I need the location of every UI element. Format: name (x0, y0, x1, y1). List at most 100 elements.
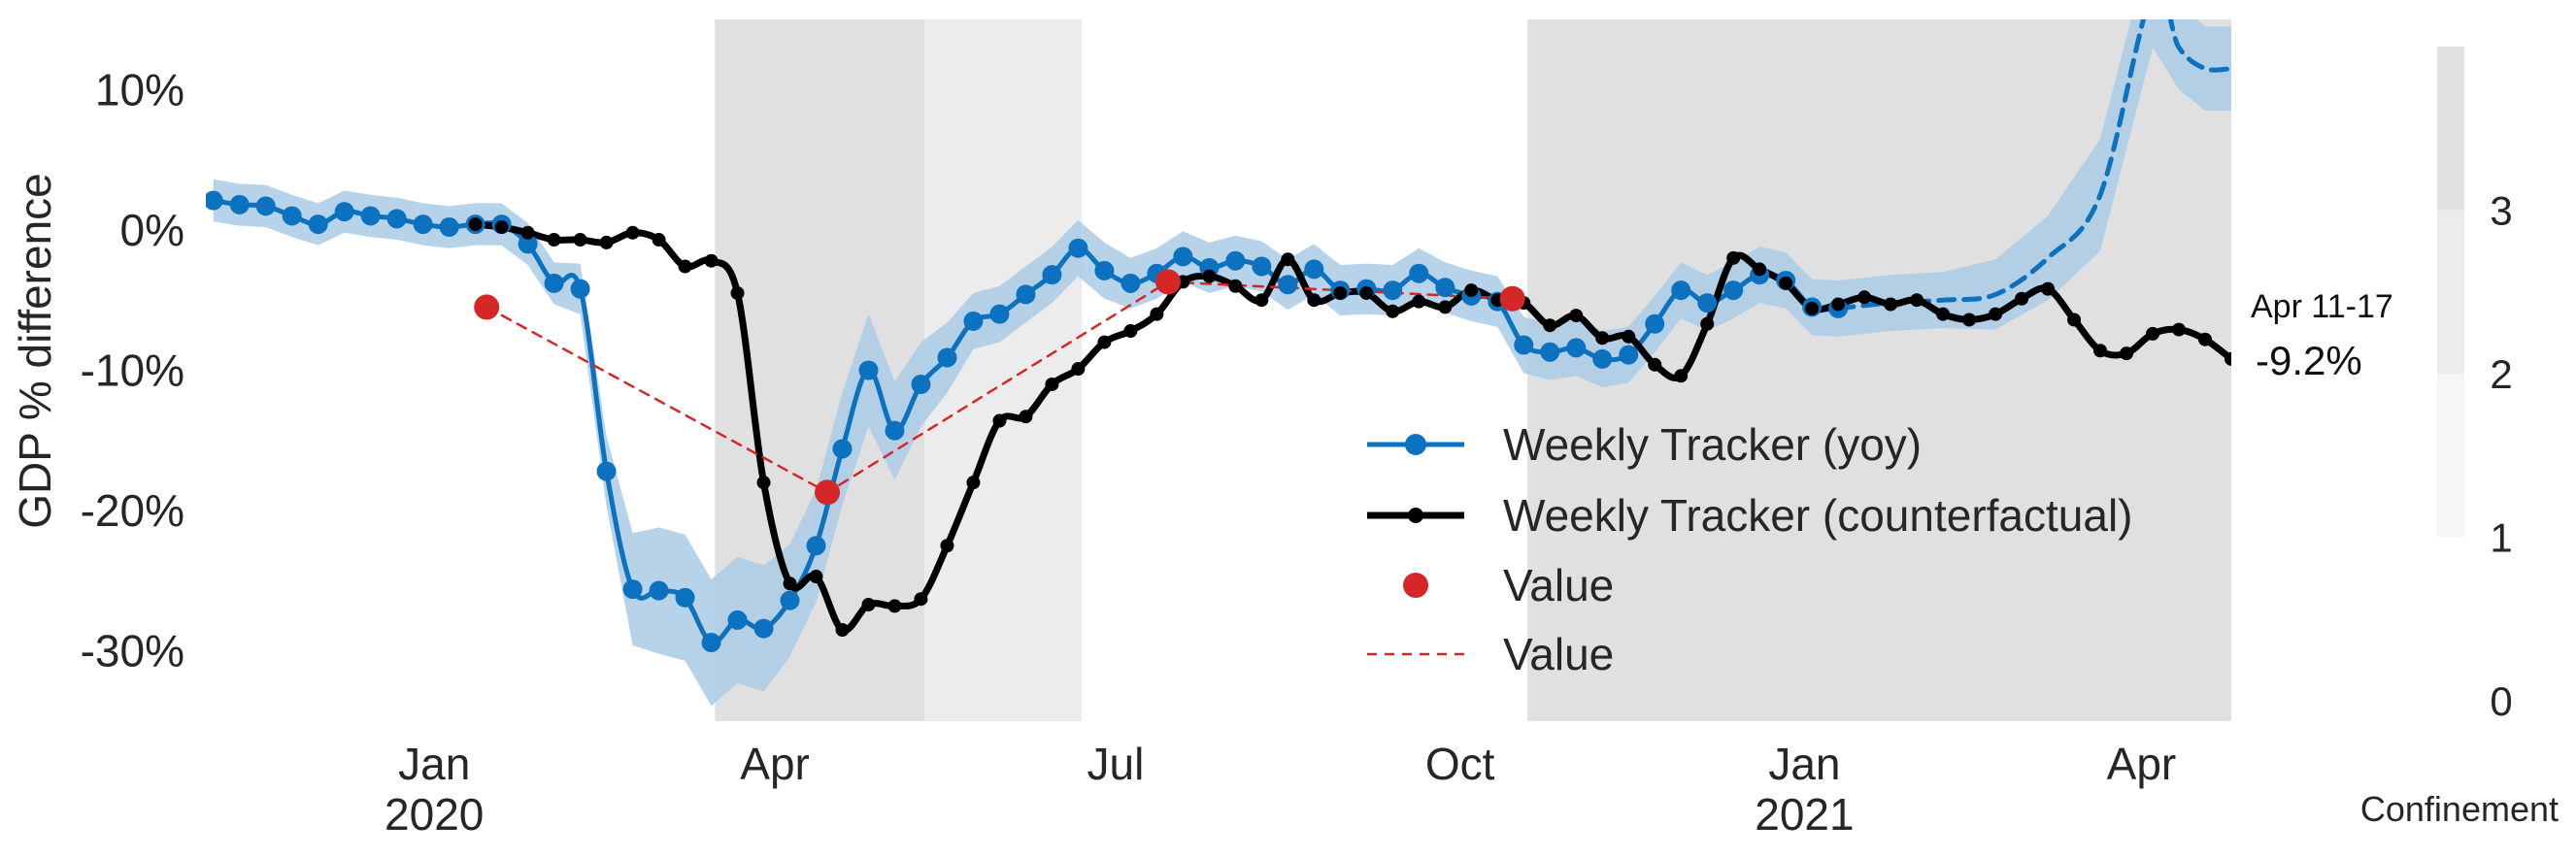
cf-point-36 (1412, 294, 1426, 309)
yoy-point-0 (206, 190, 223, 211)
legend-value-dot (1403, 573, 1428, 598)
cf-point-34 (1359, 285, 1374, 300)
yoy-point-21 (753, 618, 774, 639)
value-point-3 (1499, 285, 1525, 312)
colorbar-tick-0: 0 (2490, 678, 2512, 724)
yoy-point-4 (308, 214, 328, 235)
cf-point-60 (2041, 281, 2056, 296)
yoy-point-45 (1383, 280, 1403, 301)
yoy-point-53 (1592, 348, 1613, 369)
yoy-point-41 (1278, 275, 1298, 295)
cf-point-10 (730, 285, 745, 300)
legend-label-2: Value (1503, 560, 1614, 610)
band-series-0 (213, 179, 1839, 707)
yoy-point-46 (1409, 263, 1429, 283)
colorbar-level-1 (2437, 210, 2464, 374)
confinement-shading (715, 19, 2231, 721)
y-axis-label: GDP % difference (10, 173, 60, 529)
yoy-point-51 (1540, 342, 1560, 362)
annotation-date: Apr 11-17 (2251, 288, 2393, 325)
yoy-point-31 (1016, 284, 1036, 305)
cf-point-38 (1464, 283, 1479, 298)
yoy-point-18 (675, 587, 695, 608)
x-tick-label-2: Jul (1087, 739, 1145, 789)
legend-label-3: Value (1503, 629, 1614, 679)
yoy-point-40 (1252, 256, 1272, 277)
yoy-point-13 (544, 273, 564, 293)
x-tick-label-5: Apr (2107, 739, 2177, 789)
cf-point-14 (835, 623, 850, 638)
cf-point-41 (1543, 318, 1557, 333)
cf-point-67 (2225, 351, 2231, 366)
cf-point-44 (1622, 329, 1636, 344)
cf-point-16 (887, 599, 902, 613)
cf-point-9 (704, 253, 719, 268)
cf-point-53 (1857, 290, 1872, 305)
yoy-point-20 (727, 610, 748, 630)
cf-point-47 (1700, 316, 1715, 331)
yoy-point-50 (1514, 335, 1534, 355)
yoy-point-28 (937, 347, 957, 368)
x-tick-label-3: Oct (1425, 739, 1495, 789)
yoy-point-54 (1619, 345, 1639, 365)
colorbar-tick-3: 3 (2490, 188, 2512, 234)
cf-point-2 (520, 225, 535, 240)
cf-point-37 (1438, 300, 1453, 314)
colorbar-tick-1: 1 (2490, 515, 2512, 561)
yoy-point-3 (282, 206, 302, 226)
yoy-point-23 (806, 536, 826, 556)
value-point-0 (474, 294, 500, 320)
cf-point-59 (2015, 291, 2029, 306)
cf-point-20 (992, 413, 1007, 428)
cf-point-1 (494, 220, 509, 235)
colorbar-tick-2: 2 (2490, 351, 2512, 397)
yoy-point-33 (1068, 238, 1088, 258)
cf-point-6 (625, 225, 640, 240)
yoy-point-6 (360, 206, 381, 226)
yoy-point-12 (518, 234, 538, 254)
yoy-point-19 (701, 633, 721, 653)
cf-point-15 (861, 597, 876, 611)
y-tick-label-0: 10% (95, 64, 184, 115)
legend-label-1: Weekly Tracker (counterfactual) (1503, 490, 2133, 541)
cf-point-25 (1123, 324, 1138, 339)
cf-point-11 (756, 476, 771, 490)
cf-point-45 (1648, 357, 1662, 372)
legend: Weekly Tracker (yoy) Weekly Tracker (coun… (1367, 419, 2133, 679)
x-tick-year-0: 2020 (385, 789, 484, 840)
yoy-point-35 (1121, 273, 1141, 293)
yoy-point-42 (1304, 259, 1324, 280)
yoy-point-24 (832, 439, 853, 459)
y-tick-label-2: -10% (81, 346, 184, 396)
yoy-point-26 (885, 420, 905, 441)
cf-point-51 (1805, 301, 1820, 315)
colorbar-level-2 (2437, 47, 2464, 211)
cf-point-29 (1228, 279, 1243, 293)
cf-point-28 (1202, 269, 1217, 283)
cf-point-18 (940, 539, 954, 553)
value-point-2 (1154, 269, 1181, 295)
yoy-point-32 (1042, 265, 1062, 285)
cf-point-50 (1779, 276, 1793, 290)
y-tick-label-4: -30% (81, 626, 184, 676)
cf-point-21 (1019, 410, 1033, 424)
cf-point-13 (809, 570, 823, 584)
cf-point-19 (966, 476, 981, 490)
cf-point-48 (1726, 250, 1741, 265)
cf-point-30 (1255, 293, 1269, 308)
yoy-point-22 (780, 590, 800, 610)
cf-point-66 (2198, 332, 2213, 346)
value-point-1 (815, 479, 841, 506)
cf-point-4 (573, 233, 587, 247)
yoy-point-7 (386, 209, 407, 229)
cf-point-17 (914, 592, 928, 607)
cf-point-24 (1097, 335, 1112, 349)
yoy-point-39 (1225, 250, 1246, 271)
cf-point-62 (2093, 344, 2108, 358)
yoy-point-30 (989, 304, 1010, 324)
annotations: Apr 11-17 -9.2% (2251, 288, 2393, 383)
cf-point-5 (599, 235, 614, 249)
cf-point-0 (468, 217, 483, 232)
